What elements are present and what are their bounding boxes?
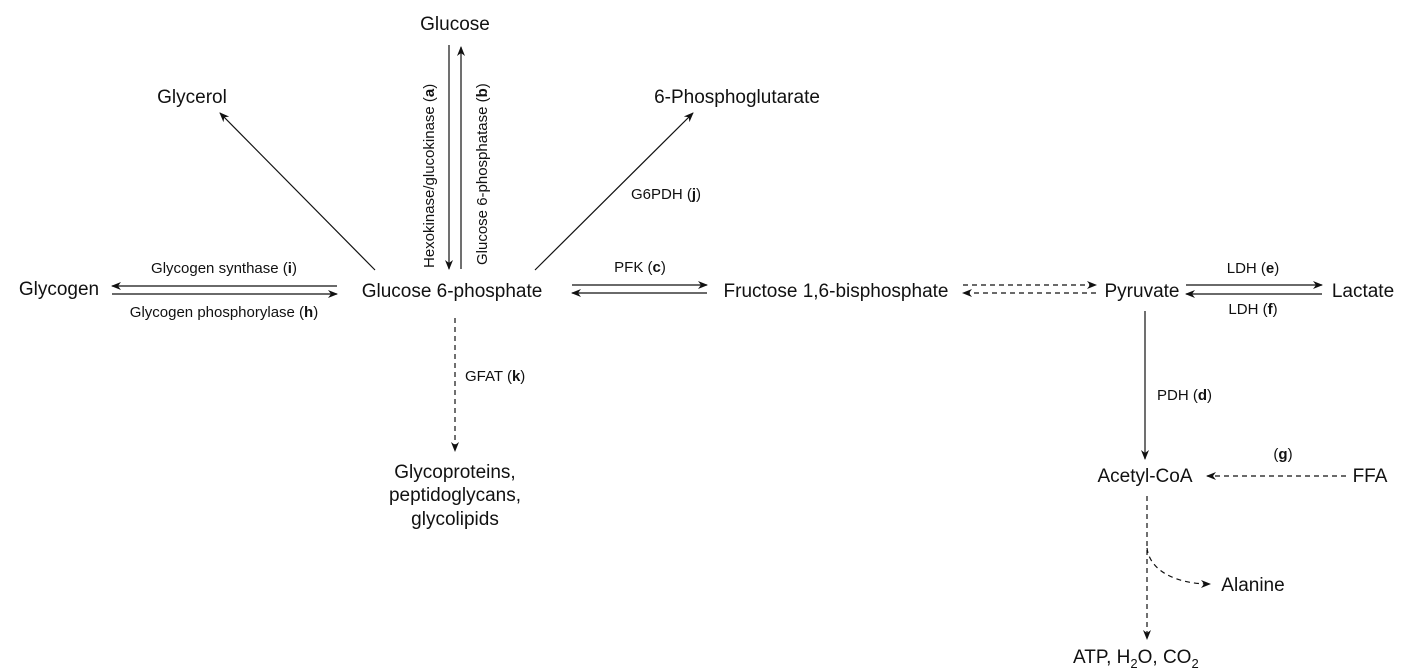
- node-glucose: Glucose: [420, 14, 490, 35]
- label-glucose-6-phosphatase: Glucose 6-phosphatase (b): [474, 83, 491, 265]
- label-hexokinase: Hexokinase/glucokinase (a): [421, 84, 438, 268]
- node-alanine: Alanine: [1221, 575, 1284, 596]
- label-ldh-f: LDH (f): [1228, 301, 1277, 318]
- label-ldh-e: LDH (e): [1227, 260, 1280, 277]
- label-g: (g): [1273, 446, 1292, 463]
- node-fructose-1-6-bisphosphate: Fructose 1,6-bisphosphate: [724, 281, 949, 302]
- node-6-phosphoglutarate: 6-Phosphoglutarate: [654, 87, 820, 108]
- node-pyruvate: Pyruvate: [1105, 281, 1180, 302]
- node-glycolipids: glycolipids: [411, 509, 499, 530]
- label-pfk: PFK (c): [614, 259, 666, 276]
- arrow-to-6-phosphoglutarate: [534, 112, 694, 271]
- node-glycogen: Glycogen: [19, 279, 99, 300]
- node-lactate: Lactate: [1332, 281, 1394, 302]
- node-glycoproteins: Glycoproteins,: [394, 462, 515, 483]
- label-glycogen-synthase: Glycogen synthase (i): [151, 260, 297, 277]
- label-gfat: GFAT (k): [465, 368, 525, 385]
- node-peptidoglycans: peptidoglycans,: [389, 485, 521, 506]
- label-glycogen-phosphorylase: Glycogen phosphorylase (h): [130, 304, 318, 321]
- label-g6pdh: G6PDH (j): [631, 186, 701, 203]
- arrow-to-glycerol: [219, 112, 376, 271]
- node-acetyl-coa: Acetyl-CoA: [1097, 466, 1192, 487]
- arrow-to-alanine: [1146, 547, 1211, 588]
- node-ffa: FFA: [1353, 466, 1388, 487]
- node-atp-h2o-co2: ATP, H2O, CO2: [1073, 647, 1199, 671]
- node-glucose-6-phosphate: Glucose 6-phosphate: [362, 281, 543, 302]
- node-glycerol: Glycerol: [157, 87, 227, 108]
- label-pdh: PDH (d): [1157, 387, 1212, 404]
